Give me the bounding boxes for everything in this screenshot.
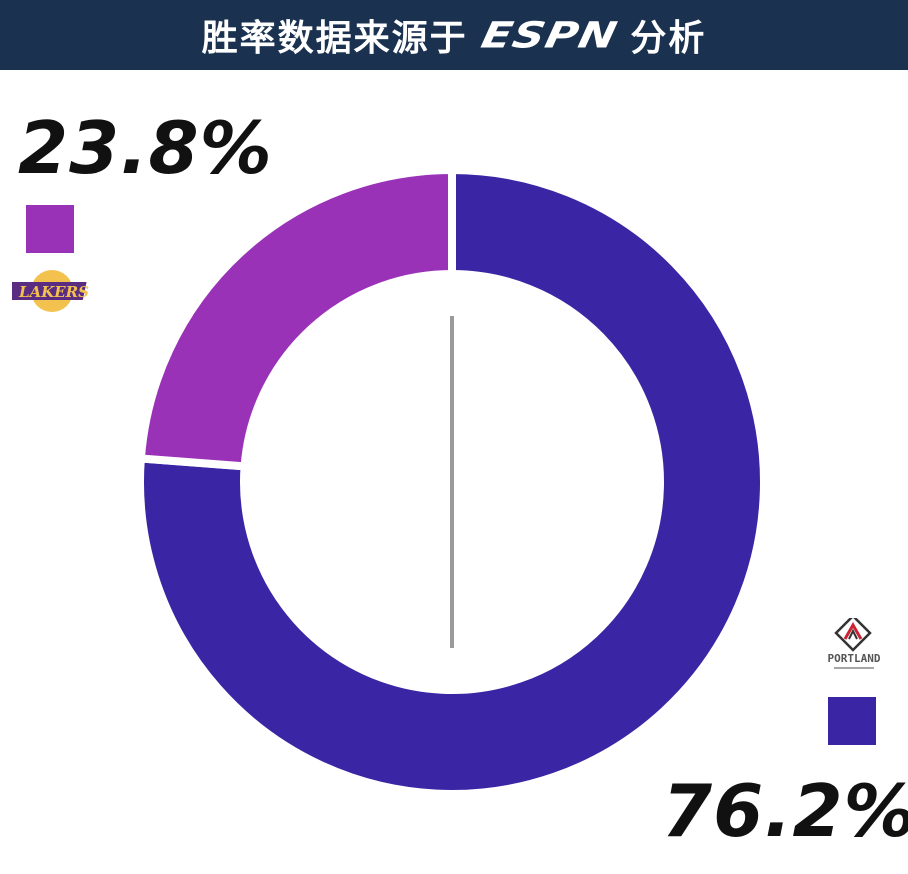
data-label-left: 23.8%	[18, 106, 273, 190]
lakers-logo-text: LAKERS	[18, 283, 89, 301]
donut-slice-0	[136, 165, 456, 471]
legend-swatch-left	[26, 205, 74, 253]
donut-slice-1	[136, 165, 768, 798]
trail-blazers-logo: PORTLAND	[828, 618, 881, 669]
legend-swatch-right	[828, 697, 876, 745]
data-label-right: 76.2%	[662, 769, 908, 853]
header-title-prefix: 胜率数据来源于	[201, 18, 468, 59]
donut-slices	[136, 165, 768, 798]
header-title-suffix: 分析	[630, 18, 707, 59]
trail-blazers-logo-text: PORTLAND	[828, 652, 881, 665]
lakers-logo: LAKERS	[12, 270, 89, 312]
header-bar: 胜率数据来源于 ESPN 分析	[0, 0, 908, 70]
